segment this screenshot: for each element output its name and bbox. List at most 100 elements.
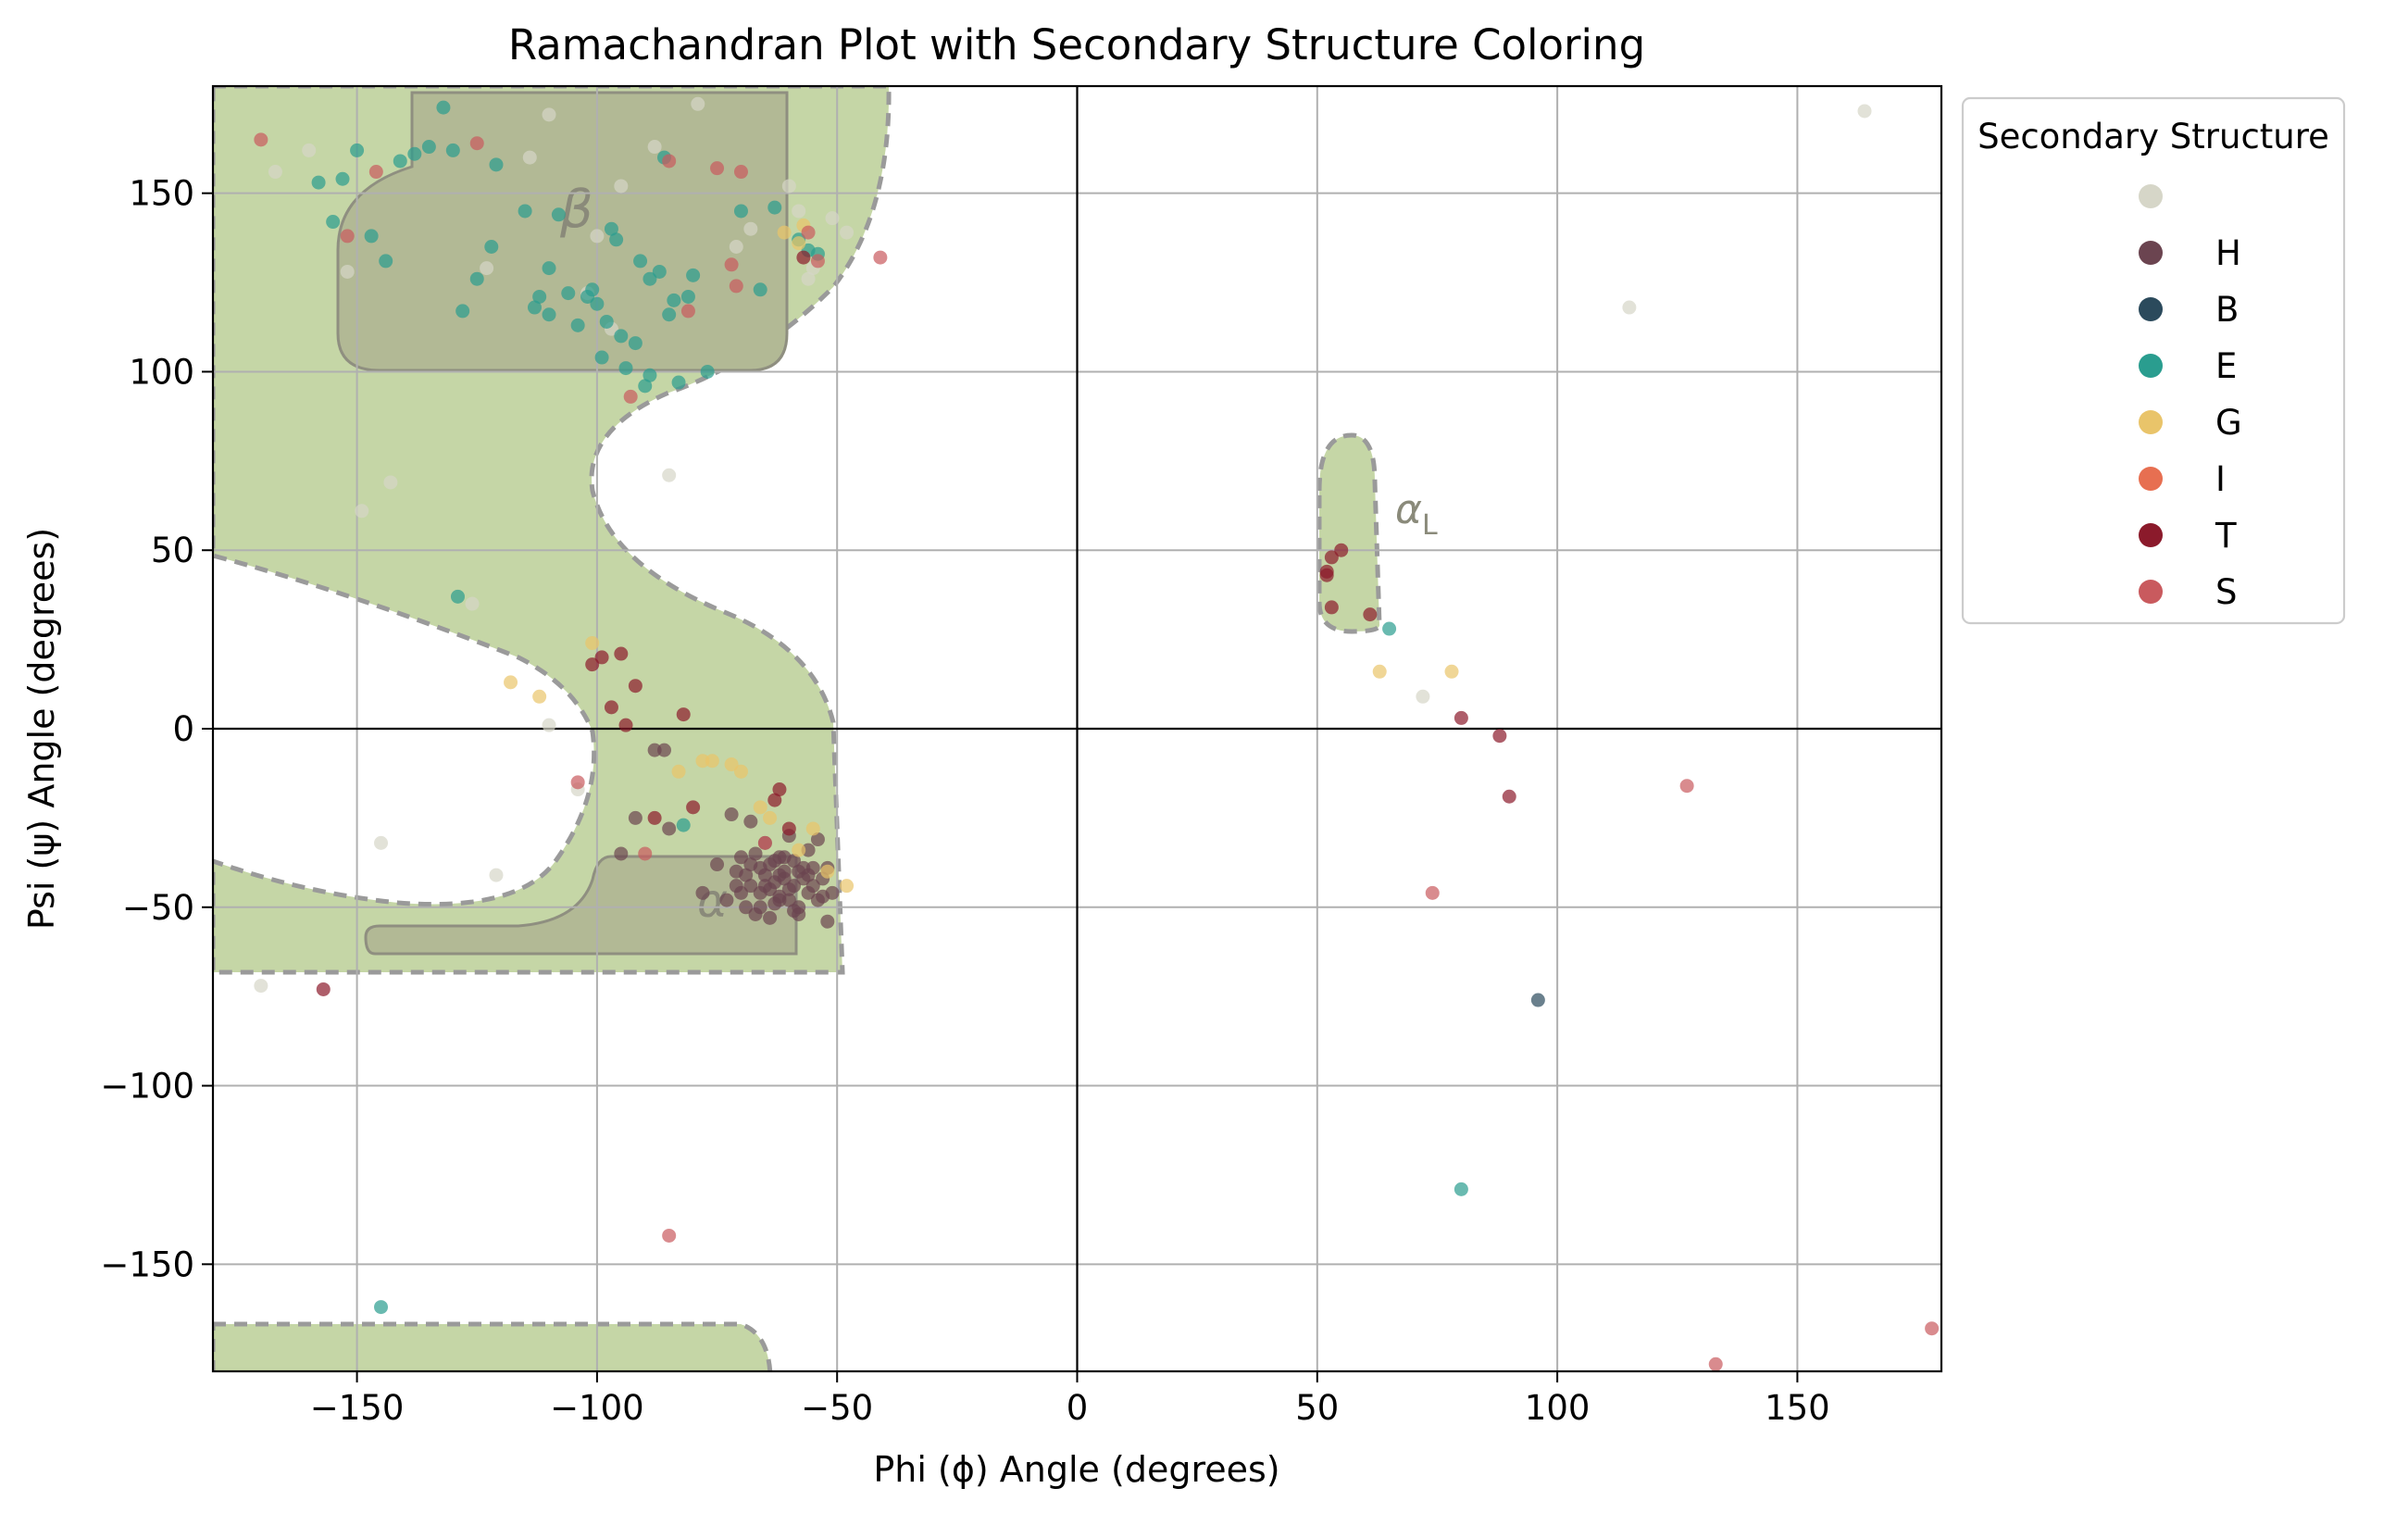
legend-label: S <box>2215 572 2238 612</box>
data-point-E <box>379 254 393 269</box>
data-point-H <box>748 846 763 861</box>
data-point-G <box>805 821 820 836</box>
legend-label: T <box>2215 516 2237 556</box>
legend-label: I <box>2215 459 2226 499</box>
data-point-E <box>436 100 451 115</box>
data-point-T <box>767 793 782 807</box>
data-point-unassigned <box>792 204 806 219</box>
legend-label: G <box>2215 403 2242 443</box>
data-point-unassigned <box>840 225 855 240</box>
data-point-H <box>614 846 629 861</box>
data-point-unassigned <box>1857 104 1872 119</box>
data-point-H <box>662 821 677 836</box>
alpha-left-region <box>1316 432 1382 634</box>
y-tick-label: 150 <box>129 174 194 214</box>
data-point-H <box>772 868 787 882</box>
y-tick-label: 0 <box>172 709 194 749</box>
data-point-T <box>604 700 618 715</box>
data-point-E <box>450 589 465 604</box>
data-point-E <box>676 818 691 832</box>
data-point-S <box>254 132 268 147</box>
data-point-unassigned <box>374 835 389 850</box>
data-point-S <box>1925 1321 1940 1336</box>
x-tick-label: −150 <box>310 1388 405 1428</box>
data-point-E <box>652 264 667 279</box>
data-point-E <box>662 307 677 322</box>
data-point-H <box>647 743 662 757</box>
legend-entry: E <box>2139 346 2237 386</box>
data-point-E <box>518 204 532 219</box>
data-point-T <box>647 810 662 825</box>
data-point-G <box>724 757 739 772</box>
legend-label: B <box>2215 290 2239 330</box>
data-point-unassigned <box>729 240 743 254</box>
legend-marker <box>2139 410 2163 434</box>
alpha-right-core <box>364 855 798 956</box>
x-tick-label: 0 <box>1067 1388 1089 1428</box>
data-point-H <box>787 879 802 894</box>
data-point-E <box>311 175 326 190</box>
data-point-unassigned <box>590 229 605 244</box>
data-point-E <box>489 157 504 172</box>
y-tick-label: −100 <box>100 1067 194 1107</box>
data-point-H <box>787 904 802 919</box>
alpha-left-symbol: α <box>1395 486 1422 533</box>
data-point-unassigned <box>302 143 317 157</box>
data-point-H <box>695 885 710 900</box>
data-point-E <box>585 282 600 297</box>
data-point-E <box>1454 1182 1468 1196</box>
legend-marker <box>2139 467 2163 491</box>
x-tick-label: −50 <box>801 1388 873 1428</box>
data-point-E <box>643 368 657 382</box>
data-point-unassigned <box>743 221 758 236</box>
data-point-T <box>1492 729 1507 744</box>
data-point-E <box>733 204 748 219</box>
data-point-T <box>1324 550 1339 565</box>
data-point-G <box>840 879 855 894</box>
data-point-H <box>816 889 830 904</box>
data-point-H <box>763 910 778 925</box>
x-axis-ticks: −150 −100 −50 0 50 100 150 <box>310 1371 1830 1428</box>
data-point-unassigned <box>825 211 840 226</box>
data-point-E <box>527 300 542 315</box>
data-point-E <box>326 215 341 230</box>
data-point-unassigned <box>465 596 480 611</box>
data-point-S <box>570 775 585 790</box>
data-point-E <box>542 307 556 322</box>
data-point-H <box>743 879 758 894</box>
data-point-E <box>484 240 499 254</box>
data-points <box>254 96 1940 1371</box>
data-point-S <box>680 304 695 319</box>
data-point-E <box>455 304 470 319</box>
data-point-T <box>1319 568 1334 582</box>
data-point-B <box>1530 993 1545 1007</box>
data-point-E <box>767 200 782 215</box>
chart-title: Ramachandran Plot with Secondary Structu… <box>508 20 1645 69</box>
data-point-S <box>340 229 355 244</box>
data-point-E <box>753 282 767 297</box>
data-point-E <box>421 140 436 155</box>
y-tick-label: 100 <box>129 352 194 392</box>
data-point-E <box>680 289 695 304</box>
data-point-T <box>781 821 796 836</box>
legend-entry: B <box>2139 290 2239 330</box>
data-point-unassigned <box>522 150 537 165</box>
data-point-E <box>667 293 681 307</box>
data-point-unassigned <box>662 468 677 482</box>
data-point-E <box>614 329 629 344</box>
data-point-unassigned <box>647 140 662 155</box>
data-point-E <box>590 296 605 311</box>
data-point-H <box>743 857 758 872</box>
data-point-E <box>551 207 566 222</box>
legend-marker <box>2139 241 2163 265</box>
data-point-T <box>316 982 331 996</box>
data-point-S <box>810 254 825 269</box>
data-point-E <box>1382 621 1397 636</box>
data-point-unassigned <box>355 504 369 519</box>
data-point-H <box>757 879 772 894</box>
data-point-E <box>671 375 686 390</box>
legend-entry: I <box>2139 459 2226 499</box>
